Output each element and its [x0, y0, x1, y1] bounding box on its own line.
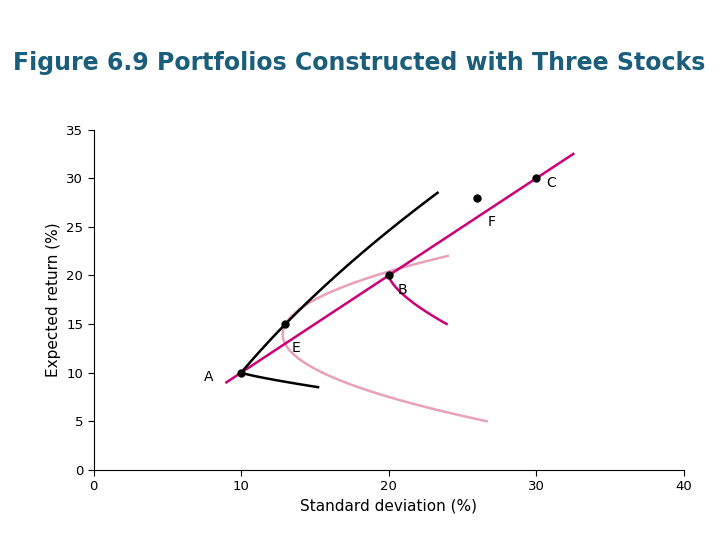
Text: A: A — [204, 370, 214, 384]
Text: B: B — [397, 283, 408, 297]
X-axis label: Standard deviation (%): Standard deviation (%) — [300, 499, 477, 514]
Text: 6-25: 6-25 — [667, 518, 698, 532]
Text: E: E — [292, 341, 300, 355]
Text: Figure 6.9 Portfolios Constructed with Three Stocks: Figure 6.9 Portfolios Constructed with T… — [13, 51, 706, 75]
Y-axis label: Expected return (%): Expected return (%) — [45, 222, 60, 377]
Text: F: F — [487, 215, 495, 229]
Text: C: C — [546, 176, 557, 190]
